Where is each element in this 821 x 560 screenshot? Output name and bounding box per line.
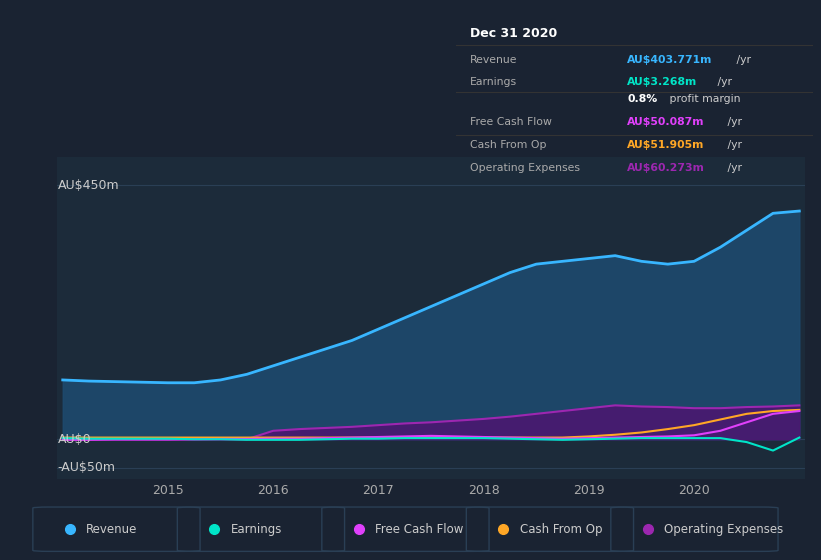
Text: Revenue: Revenue [86,522,138,536]
Text: /yr: /yr [733,55,751,66]
Text: AU$50.087m: AU$50.087m [627,117,704,127]
Text: AU$450m: AU$450m [57,179,119,192]
Text: /yr: /yr [714,77,732,87]
Text: Free Cash Flow: Free Cash Flow [470,117,552,127]
Text: AU$60.273m: AU$60.273m [627,164,705,174]
Text: /yr: /yr [723,117,741,127]
Text: 0.8%: 0.8% [627,94,658,104]
Text: -AU$50m: -AU$50m [57,461,116,474]
Text: /yr: /yr [723,140,741,150]
Text: Free Cash Flow: Free Cash Flow [375,522,464,536]
Text: AU$403.771m: AU$403.771m [627,55,713,66]
Text: Operating Expenses: Operating Expenses [470,164,580,174]
Text: profit margin: profit margin [666,94,741,104]
Text: Operating Expenses: Operating Expenses [664,522,783,536]
Text: Cash From Op: Cash From Op [470,140,547,150]
Text: AU$3.268m: AU$3.268m [627,77,697,87]
Text: Cash From Op: Cash From Op [520,522,602,536]
Text: AU$0: AU$0 [57,433,91,446]
Text: Earnings: Earnings [470,77,517,87]
Text: Earnings: Earnings [231,522,282,536]
Text: Revenue: Revenue [470,55,517,66]
Text: Dec 31 2020: Dec 31 2020 [470,27,557,40]
Text: AU$51.905m: AU$51.905m [627,140,704,150]
Text: /yr: /yr [723,164,741,174]
